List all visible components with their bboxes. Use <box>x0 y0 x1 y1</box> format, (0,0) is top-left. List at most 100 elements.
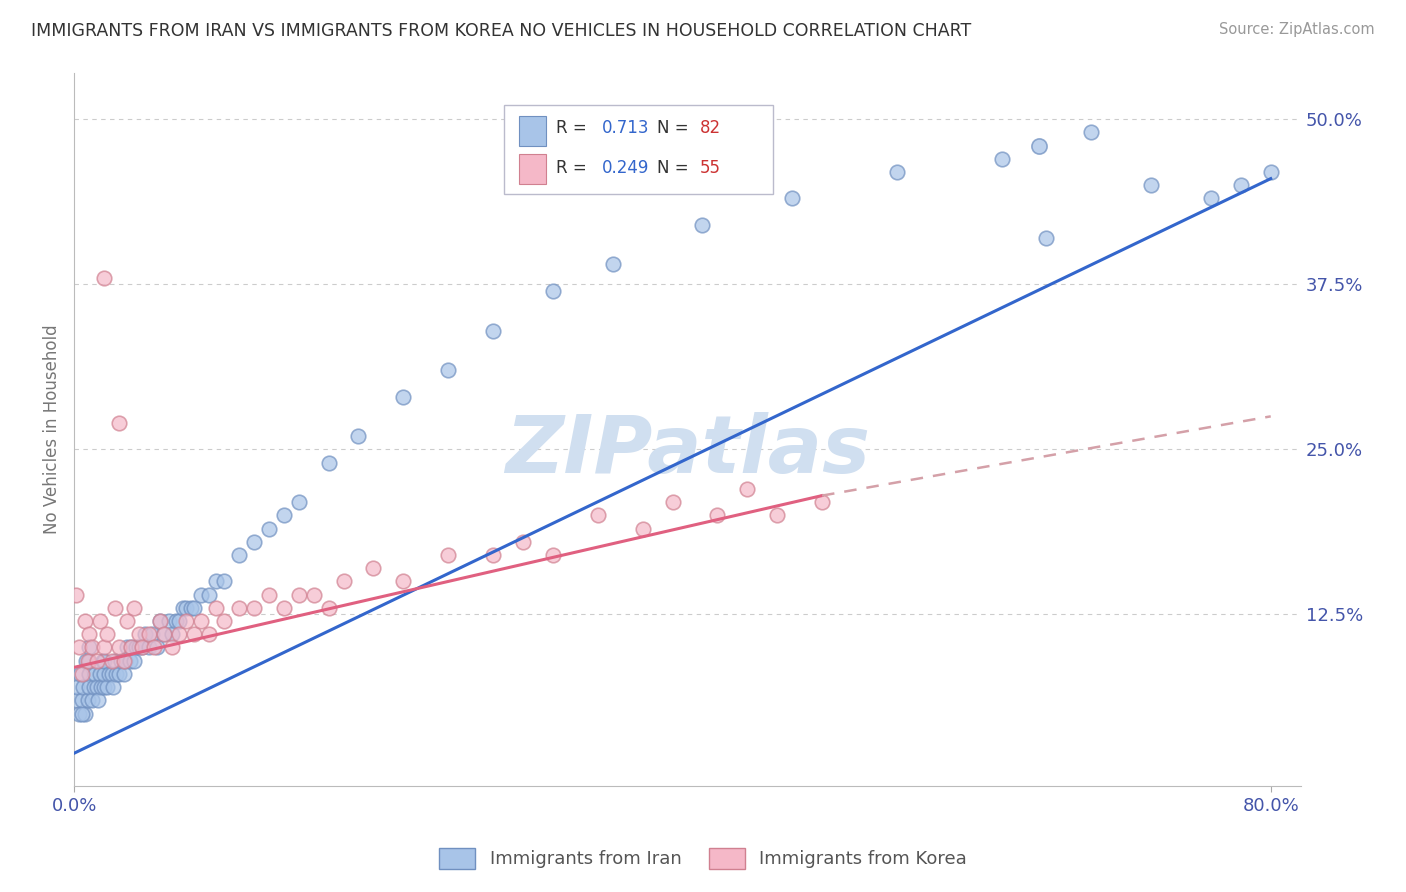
Point <box>228 548 250 562</box>
Point <box>257 522 280 536</box>
Point <box>602 257 624 271</box>
Point <box>65 588 87 602</box>
Point <box>142 640 165 655</box>
Point <box>86 654 108 668</box>
Point <box>257 588 280 602</box>
Point <box>190 588 212 602</box>
Point <box>176 614 198 628</box>
Point <box>347 429 370 443</box>
Point <box>76 693 98 707</box>
Point <box>145 640 167 655</box>
Point <box>96 680 118 694</box>
Point <box>1080 125 1102 139</box>
Point <box>122 654 145 668</box>
Point <box>77 640 100 655</box>
Point <box>104 654 127 668</box>
Point <box>77 654 100 668</box>
Point <box>706 508 728 523</box>
Point <box>77 666 100 681</box>
Text: ZIPatlas: ZIPatlas <box>505 412 870 490</box>
Point <box>131 640 153 655</box>
Point <box>70 666 93 681</box>
Point <box>128 627 150 641</box>
Point <box>118 654 141 668</box>
Point <box>512 534 534 549</box>
Point <box>108 640 131 655</box>
Point <box>115 614 138 628</box>
Point <box>205 574 228 589</box>
Text: 55: 55 <box>700 159 721 177</box>
Point <box>228 600 250 615</box>
Point <box>482 324 505 338</box>
Point <box>108 416 131 430</box>
Point <box>67 640 90 655</box>
Point <box>167 627 190 641</box>
Text: N =: N = <box>657 120 693 137</box>
Point <box>766 508 789 523</box>
Point <box>97 666 120 681</box>
Text: Source: ZipAtlas.com: Source: ZipAtlas.com <box>1219 22 1375 37</box>
Point <box>160 627 183 641</box>
Point <box>586 508 609 523</box>
Point <box>190 614 212 628</box>
Point <box>73 614 96 628</box>
Point <box>141 627 163 641</box>
Text: N =: N = <box>657 159 693 177</box>
Point <box>167 614 190 628</box>
Point <box>93 270 115 285</box>
Point <box>93 654 115 668</box>
Point <box>89 666 111 681</box>
Point <box>114 654 136 668</box>
Point <box>318 600 340 615</box>
Point <box>148 614 170 628</box>
Point <box>205 600 228 615</box>
Point <box>70 693 93 707</box>
Point <box>93 666 115 681</box>
Point <box>212 574 235 589</box>
Point <box>100 654 122 668</box>
Point <box>82 693 104 707</box>
Point <box>89 614 111 628</box>
Point <box>91 654 114 668</box>
Point <box>1028 138 1050 153</box>
Point <box>120 640 142 655</box>
Point <box>72 680 94 694</box>
Point <box>332 574 354 589</box>
Point <box>128 640 150 655</box>
Point <box>83 680 105 694</box>
Point <box>138 627 160 641</box>
Y-axis label: No Vehicles in Household: No Vehicles in Household <box>44 325 60 534</box>
Point <box>67 706 90 721</box>
Point <box>631 522 654 536</box>
Point <box>811 495 834 509</box>
Point <box>77 680 100 694</box>
Point <box>110 654 132 668</box>
Point <box>138 640 160 655</box>
Point <box>134 627 156 641</box>
Point <box>82 640 104 655</box>
Point <box>886 165 908 179</box>
Bar <box>519 116 547 145</box>
Point <box>131 640 153 655</box>
Point <box>165 614 187 628</box>
Point <box>737 482 759 496</box>
Point <box>108 666 131 681</box>
Point <box>1140 178 1163 193</box>
Point <box>93 640 115 655</box>
Text: IMMIGRANTS FROM IRAN VS IMMIGRANTS FROM KOREA NO VEHICLES IN HOUSEHOLD CORRELATI: IMMIGRANTS FROM IRAN VS IMMIGRANTS FROM … <box>31 22 972 40</box>
Point <box>103 680 125 694</box>
Point <box>100 666 122 681</box>
Point <box>176 600 198 615</box>
Point <box>302 588 325 602</box>
Point <box>66 680 89 694</box>
Text: 0.713: 0.713 <box>602 120 650 137</box>
Point <box>1199 191 1222 205</box>
Point <box>392 390 415 404</box>
Point <box>287 495 309 509</box>
Point <box>122 600 145 615</box>
Point <box>104 600 127 615</box>
Point <box>112 666 135 681</box>
Point <box>86 680 108 694</box>
Point <box>363 561 385 575</box>
Point <box>287 588 309 602</box>
